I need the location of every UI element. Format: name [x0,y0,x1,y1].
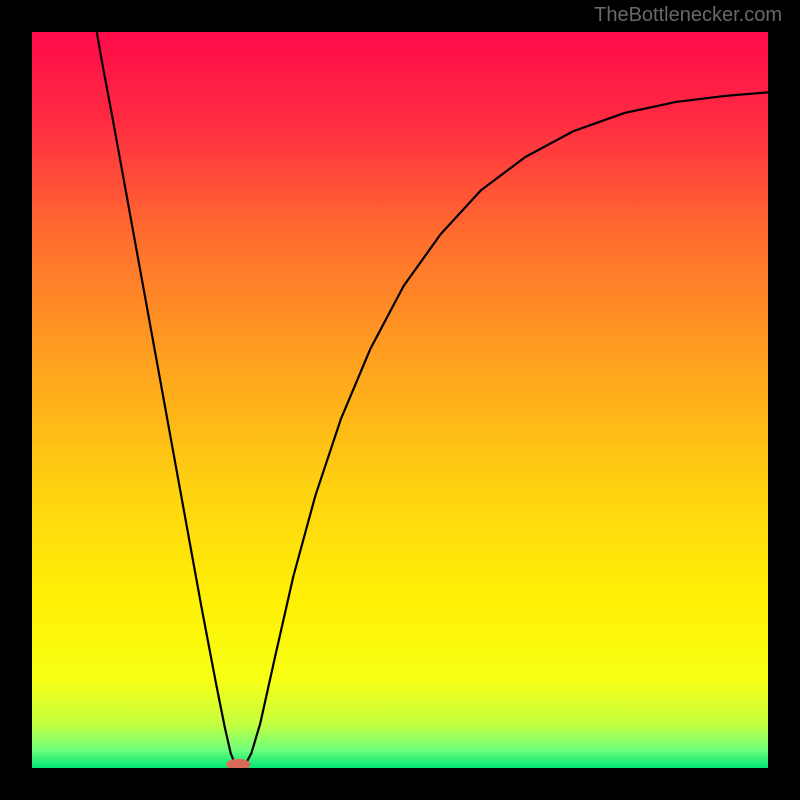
curve-layer [32,32,768,768]
optimal-marker [226,759,250,768]
bottleneck-curve-path [97,32,768,768]
plot-area [32,32,768,768]
watermark-text: TheBottlenecker.com [594,4,782,27]
